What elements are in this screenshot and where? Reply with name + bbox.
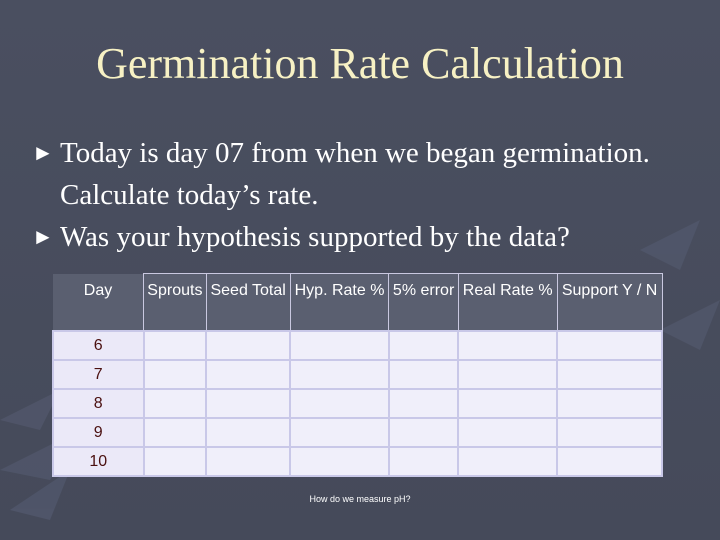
sprouts-cell[interactable] (142, 417, 208, 448)
sprouts-cell[interactable] (142, 330, 208, 361)
day-cell: 10 (52, 446, 145, 477)
bullet-arrow-icon: ► (32, 224, 54, 249)
germination-table: Day Sprouts Seed Total Hyp. Rate % 5% er… (52, 273, 663, 477)
bullet-item: ► Was your hypothesis supported by the d… (30, 216, 710, 258)
support-cell[interactable] (556, 417, 663, 448)
error-cell[interactable] (387, 330, 460, 361)
header-hyp-rate: Hyp. Rate % (289, 273, 390, 332)
real-rate-cell[interactable] (457, 388, 559, 419)
bullet-list: ► Today is day 07 from when we began ger… (30, 132, 710, 258)
hyp-rate-cell[interactable] (289, 330, 390, 361)
sprouts-cell[interactable] (142, 446, 208, 477)
support-cell[interactable] (556, 446, 663, 477)
seed-total-cell[interactable] (205, 388, 292, 419)
bullet-arrow-icon: ► (32, 140, 54, 165)
seed-total-cell[interactable] (205, 417, 292, 448)
error-cell[interactable] (387, 417, 460, 448)
slide-title: Germination Rate Calculation (96, 39, 624, 88)
table-row: 6 (52, 330, 663, 361)
table-row: 8 (52, 388, 663, 419)
hyp-rate-cell[interactable] (289, 446, 390, 477)
hyp-rate-cell[interactable] (289, 417, 390, 448)
sprouts-cell[interactable] (142, 359, 208, 390)
day-cell: 6 (52, 330, 145, 361)
table-row: 9 (52, 417, 663, 448)
footnote: How do we measure pH? (309, 494, 411, 504)
error-cell[interactable] (387, 388, 460, 419)
header-seed-total: Seed Total (205, 273, 291, 332)
real-rate-cell[interactable] (457, 359, 559, 390)
bullet-item: ► Today is day 07 from when we began ger… (30, 132, 710, 216)
error-cell[interactable] (387, 359, 460, 390)
header-day: Day (53, 273, 144, 332)
table-header-row: Day Sprouts Seed Total Hyp. Rate % 5% er… (53, 273, 663, 332)
header-sprouts: Sprouts (143, 273, 207, 332)
sprouts-cell[interactable] (142, 388, 208, 419)
support-cell[interactable] (556, 388, 663, 419)
real-rate-cell[interactable] (457, 330, 559, 361)
header-real-rate: Real Rate % (457, 273, 558, 332)
support-cell[interactable] (556, 359, 663, 390)
day-cell: 8 (52, 388, 145, 419)
bullet-text: Was your hypothesis supported by the dat… (60, 221, 570, 253)
bullet-text: Today is day 07 from when we began germi… (60, 137, 650, 211)
table-row: 10 (52, 446, 663, 477)
support-cell[interactable] (556, 330, 663, 361)
hyp-rate-cell[interactable] (289, 359, 390, 390)
header-support: Support Y / N (556, 273, 663, 332)
day-cell: 9 (52, 417, 145, 448)
error-cell[interactable] (387, 446, 460, 477)
real-rate-cell[interactable] (457, 446, 559, 477)
real-rate-cell[interactable] (457, 417, 559, 448)
table-row: 7 (52, 359, 663, 390)
day-cell: 7 (52, 359, 145, 390)
header-error: 5% error (388, 273, 459, 332)
hyp-rate-cell[interactable] (289, 388, 390, 419)
seed-total-cell[interactable] (205, 359, 292, 390)
seed-total-cell[interactable] (205, 330, 292, 361)
seed-total-cell[interactable] (205, 446, 292, 477)
